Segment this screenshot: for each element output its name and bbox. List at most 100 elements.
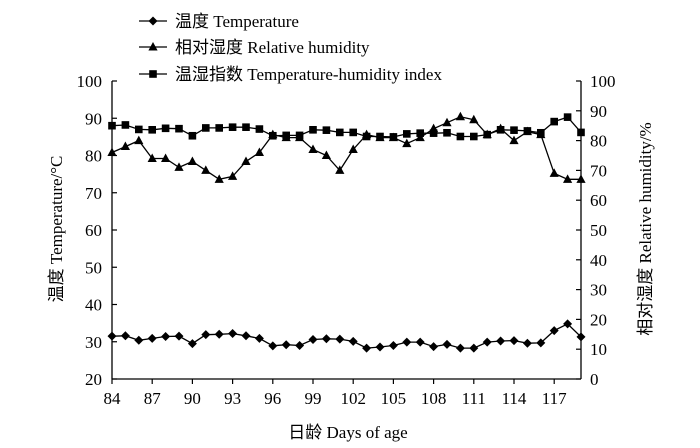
- x-tick-label: 117: [542, 389, 567, 408]
- relative-humidity-point: [549, 168, 559, 177]
- temperature-point: [107, 331, 117, 341]
- temperature-point: [214, 329, 224, 339]
- thi-point: [456, 132, 465, 141]
- y-right-tick-label: 10: [590, 340, 607, 359]
- legend-label: 相对湿度 Relative humidity: [175, 38, 370, 57]
- temperature-point: [335, 334, 345, 344]
- temperature-point: [268, 341, 278, 351]
- y-left-tick-label: 20: [85, 370, 102, 389]
- temperature-point: [362, 343, 372, 353]
- relative-humidity-point: [201, 165, 211, 174]
- y-right-tick-label: 80: [590, 132, 607, 151]
- relative-humidity-point: [348, 144, 358, 154]
- x-tick-label: 87: [144, 389, 162, 408]
- x-tick-label: 114: [502, 389, 527, 408]
- thi-point: [349, 128, 357, 137]
- temperature-point: [295, 340, 305, 350]
- thi-point: [443, 128, 451, 137]
- temperature-point: [469, 343, 479, 353]
- y-right-tick-label: 50: [590, 221, 607, 240]
- x-tick-label: 90: [184, 389, 201, 408]
- temperature-point: [348, 336, 358, 346]
- relative-humidity-point: [254, 147, 264, 157]
- relative-humidity-point: [187, 156, 197, 165]
- relative-humidity-point: [174, 162, 184, 171]
- thi-point: [376, 132, 384, 141]
- thi-point: [362, 132, 371, 141]
- relative-humidity-point: [134, 135, 144, 145]
- y-right-tick-label: 60: [590, 191, 607, 210]
- thi-point: [188, 131, 197, 140]
- thi-point: [483, 130, 491, 139]
- thi-point: [403, 130, 411, 138]
- temperature-point: [482, 337, 492, 347]
- relative-humidity-point: [120, 141, 130, 151]
- thi-point: [470, 132, 478, 141]
- temperature-point: [522, 338, 532, 348]
- thi-point: [336, 128, 344, 137]
- temperature-point: [563, 319, 573, 329]
- temperature-point: [429, 342, 439, 352]
- temperature-point: [576, 332, 586, 342]
- temperature-point: [174, 331, 184, 341]
- thi-point: [255, 125, 264, 133]
- series-layer: [107, 111, 586, 353]
- x-tick-label: 84: [104, 389, 122, 408]
- thi-point: [202, 124, 210, 132]
- temperature-point: [134, 335, 144, 345]
- y-left-tick-label: 80: [85, 147, 102, 166]
- y-right-tick-label: 90: [590, 102, 607, 121]
- thi-point: [121, 121, 130, 129]
- relative-humidity-point: [576, 174, 586, 183]
- thi-point: [389, 133, 398, 141]
- y-left-tick-label: 50: [85, 258, 102, 277]
- series-relative-humidity: [107, 111, 586, 183]
- legend-label: 温湿指数 Temperature-humidity index: [175, 65, 442, 84]
- axes: 20 30 40 50 60 70 80 90 100 0 10 20 30 40 50 60 70 80 90 10…: [77, 72, 616, 408]
- legend-marker: [148, 42, 158, 51]
- relative-humidity-point: [147, 153, 157, 162]
- y-right-tick-label: 100: [590, 72, 616, 91]
- thi-point: [429, 129, 438, 137]
- temperature-point: [496, 336, 506, 346]
- thi-point: [161, 124, 170, 133]
- legend-label: 温度 Temperature: [175, 12, 299, 31]
- temperature-point: [415, 337, 425, 347]
- y-axis-left-label: 温度 Temperature/°C: [47, 156, 66, 303]
- x-tick-label: 93: [224, 389, 241, 408]
- thi-point: [523, 127, 532, 135]
- legend-marker: [148, 16, 158, 26]
- temperature-point: [442, 339, 452, 349]
- temperature-point: [455, 343, 465, 353]
- thi-point: [416, 129, 424, 137]
- y-left-tick-label: 70: [85, 184, 102, 203]
- thi-point: [496, 125, 505, 134]
- legend: 温度 Temperature 相对湿度 Relative humidity 温湿指数…: [139, 12, 442, 84]
- temperature-point: [254, 333, 264, 343]
- temperature-point: [308, 335, 318, 345]
- temperature-point: [536, 338, 546, 348]
- relative-humidity-point: [241, 156, 251, 165]
- relative-humidity-point: [469, 114, 479, 124]
- relative-humidity-point: [321, 150, 331, 159]
- y-left-tick-label: 30: [85, 333, 102, 352]
- temperature-point: [241, 331, 251, 341]
- x-tick-label: 108: [421, 389, 447, 408]
- x-tick-label: 105: [381, 389, 407, 408]
- temperature-point: [281, 340, 291, 350]
- thi-point: [242, 123, 250, 131]
- temperature-point: [509, 336, 519, 346]
- y-right-tick-label: 0: [590, 370, 599, 389]
- thi-point: [510, 126, 518, 134]
- y-right-tick-label: 30: [590, 281, 607, 300]
- temperature-point: [147, 333, 157, 343]
- temperature-point: [549, 326, 559, 336]
- thi-point: [282, 131, 290, 140]
- thi-point: [215, 124, 223, 132]
- temperature-point: [228, 329, 238, 339]
- legend-item-relative-humidity: 相对湿度 Relative humidity: [139, 38, 370, 57]
- y-axis-right-label: 相对湿度 Relative humidity/%: [636, 122, 655, 335]
- relative-humidity-point: [563, 174, 573, 183]
